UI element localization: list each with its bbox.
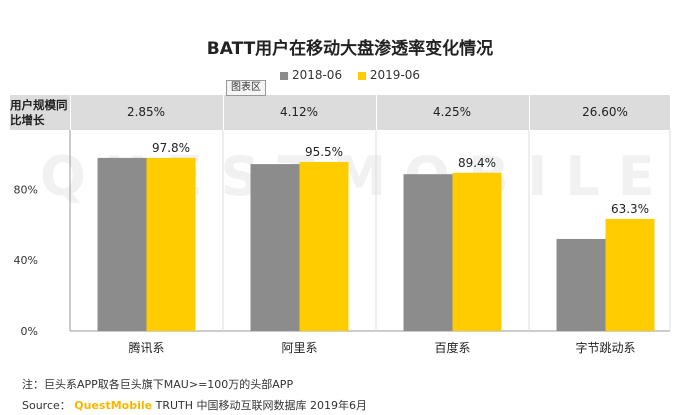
legend-label-2018: 2018-06 — [291, 68, 343, 82]
y-tick-label: 40% — [14, 254, 38, 267]
bar-2019-06-2 — [452, 172, 502, 331]
growth-value-bytedance: 26.60% — [582, 105, 628, 119]
bar-2018-06-1 — [250, 164, 300, 331]
source-rest: TRUTH 中国移动互联网数据库 2019年6月 — [152, 399, 367, 412]
source-brand: QuestMobile — [74, 399, 153, 412]
growth-separator — [70, 95, 71, 130]
growth-separator — [529, 95, 530, 130]
tooltip-tag: 图表区 — [226, 80, 266, 96]
data-label: 95.5% — [305, 145, 343, 159]
chart-title: BATT用户在移动大盘渗透率变化情况 — [206, 39, 494, 59]
bars — [97, 157, 655, 331]
legend-item-2019: 2019-06 — [357, 68, 421, 82]
x-ticks: 腾讯系 阿里系 百度系 字节跳动系 — [128, 340, 635, 355]
bar-2019-06-0 — [146, 157, 196, 331]
growth-value-baidu: 4.25% — [432, 105, 472, 119]
y-ticks: 0% 40% 80% — [14, 183, 38, 338]
growth-row-label: 用户规模同比增长 — [10, 97, 68, 127]
x-tick-label: 字节跳动系 — [575, 340, 635, 355]
source-prefix: Source： — [22, 399, 71, 412]
legend-swatch-2019 — [357, 71, 366, 80]
growth-separator — [376, 95, 377, 130]
bar-2018-06-2 — [403, 174, 453, 331]
legend-item-2018: 2018-06 — [279, 68, 343, 82]
bar-2019-06-1 — [299, 161, 349, 331]
bar-2019-06-3 — [605, 218, 655, 331]
data-label: 89.4% — [458, 156, 496, 170]
x-tick-label: 阿里系 — [281, 341, 317, 355]
legend-label-2019: 2019-06 — [369, 68, 421, 82]
growth-value-tencent: 2.85% — [126, 105, 166, 119]
bar-2018-06-0 — [97, 157, 147, 331]
source-line: Source： QuestMobile TRUTH 中国移动互联网数据库 201… — [22, 397, 367, 413]
x-tick-label: 腾讯系 — [128, 340, 164, 355]
legend: 2018-06 2019-06 — [0, 68, 700, 82]
x-tick-label: 百度系 — [434, 340, 470, 355]
growth-separator — [223, 95, 224, 130]
legend-swatch-2018 — [279, 71, 288, 80]
data-label: 63.3% — [611, 202, 649, 216]
data-label: 97.8% — [152, 141, 190, 155]
growth-band — [10, 95, 670, 130]
y-tick-label: 0% — [21, 325, 38, 338]
y-tick-label: 80% — [14, 183, 38, 196]
data-labels: 97.8% 95.5% 89.4% 63.3% — [152, 141, 649, 216]
bar-2018-06-3 — [556, 238, 606, 331]
growth-value-alibaba: 4.12% — [279, 105, 319, 119]
footnote: 注：巨头系APP取各巨头旗下MAU>=100万的头部APP — [22, 378, 294, 391]
